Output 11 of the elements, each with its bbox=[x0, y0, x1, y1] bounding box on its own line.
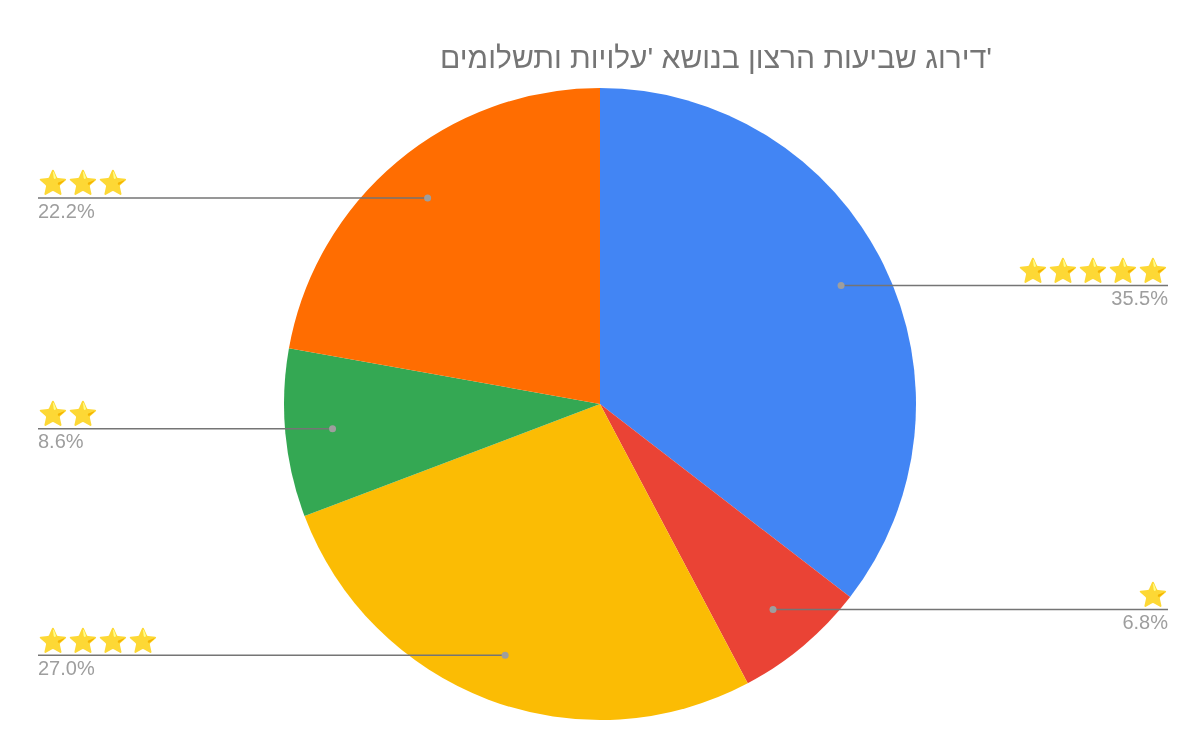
slice-label: ⭐ bbox=[1138, 580, 1168, 609]
data-label: 8.6% bbox=[38, 430, 84, 453]
data-label: 27.0% bbox=[38, 656, 95, 679]
data-label: 6.8% bbox=[1122, 610, 1169, 633]
data-label: 22.2% bbox=[38, 199, 95, 222]
slice-label: ⭐⭐ bbox=[38, 400, 98, 429]
chart-title: דירוג שביעות הרצון בנושא 'עלויות ותשלומים' bbox=[440, 41, 992, 75]
slice-label: ⭐⭐⭐⭐⭐ bbox=[1018, 256, 1168, 285]
slice-label: ⭐⭐⭐ bbox=[38, 169, 128, 198]
data-label: 35.5% bbox=[1111, 287, 1169, 310]
slice-label: ⭐⭐⭐⭐ bbox=[38, 626, 158, 655]
